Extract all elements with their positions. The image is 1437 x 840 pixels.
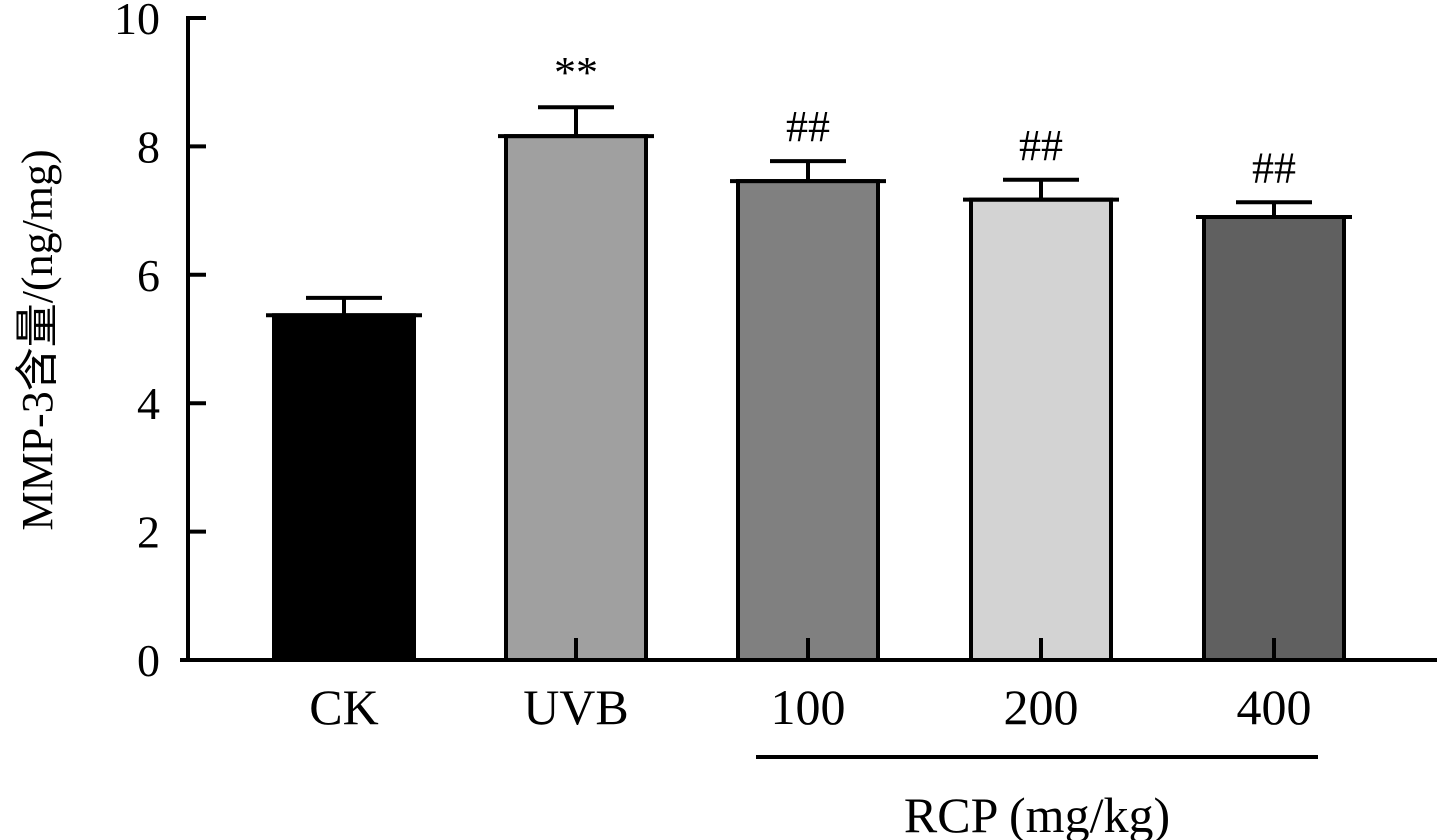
y-axis-label: MMP-3含量/(ng/mg) (13, 149, 62, 530)
bar-400 (1202, 215, 1346, 663)
x-tick-label: 200 (1004, 679, 1079, 735)
x-tick-label: UVB (523, 679, 629, 735)
x-axis: CK UVB 100 200 400 (180, 658, 1437, 735)
significance-label: ** (554, 48, 598, 97)
significance-label: ## (1252, 143, 1296, 192)
y-tick-label: 10 (114, 0, 160, 44)
bars-group: ** ## ## ## (266, 48, 1352, 663)
bar-ck (272, 313, 416, 662)
significance-label: ## (786, 102, 830, 151)
y-tick-label: 2 (137, 507, 160, 558)
y-tick-label: 4 (137, 378, 160, 429)
bar-200 (969, 197, 1113, 662)
significance-label: ## (1019, 121, 1063, 170)
x-tick-label: CK (309, 679, 378, 735)
x-axis-label: RCP (mg/kg) (904, 787, 1170, 840)
x-tick-label: 100 (771, 679, 846, 735)
y-tick-label: 6 (137, 250, 160, 301)
y-tick-label: 0 (137, 635, 160, 686)
y-tick-label: 8 (137, 121, 160, 172)
bar-uvb (504, 134, 648, 663)
bar-100 (736, 179, 880, 662)
y-axis: 0 2 4 6 8 10 (114, 0, 206, 686)
x-tick-label: 400 (1237, 679, 1312, 735)
